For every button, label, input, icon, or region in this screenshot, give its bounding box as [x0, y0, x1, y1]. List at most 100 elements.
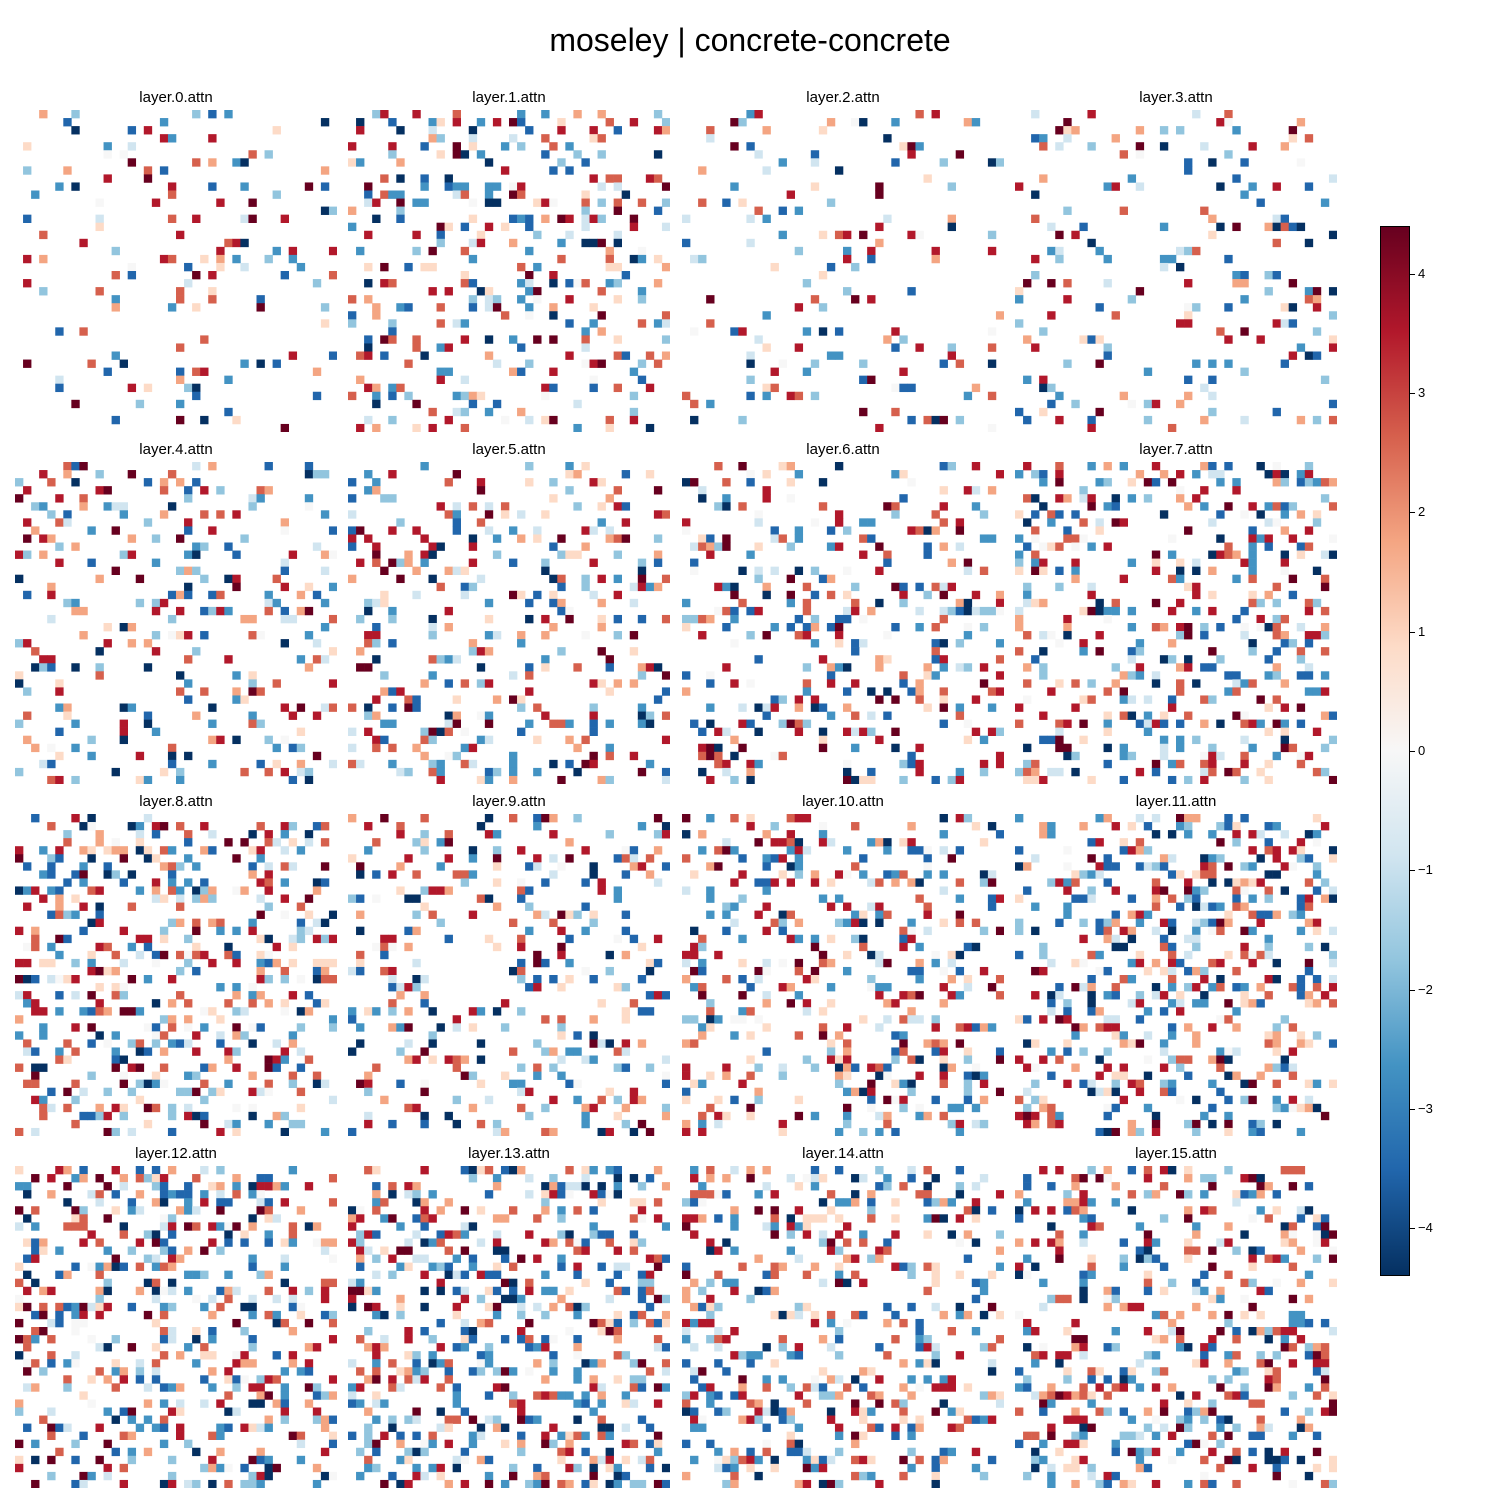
- heatmap-cell: [1208, 830, 1217, 839]
- heatmap-cell: [224, 1286, 233, 1296]
- heatmap-cell: [103, 1214, 112, 1223]
- heatmap-cell: [176, 1039, 185, 1048]
- heatmap-cell: [581, 190, 590, 199]
- heatmap-cell: [1039, 502, 1048, 511]
- heatmap-cell: [484, 934, 494, 944]
- heatmap-cell: [1151, 558, 1161, 567]
- heatmap-cell: [492, 1182, 502, 1191]
- heatmap-cell: [613, 614, 622, 624]
- heatmap-cell: [1312, 566, 1322, 575]
- heatmap-cell: [738, 743, 747, 753]
- heatmap-cell: [794, 343, 804, 352]
- heatmap-cell: [372, 743, 381, 753]
- heatmap-cell: [939, 983, 948, 992]
- heatmap-cell: [875, 991, 884, 1000]
- heatmap-cell: [95, 1007, 104, 1016]
- heatmap-cell: [1159, 966, 1169, 976]
- heatmap-cell: [834, 327, 844, 336]
- heatmap-cell: [1095, 870, 1104, 879]
- heatmap-cell: [1095, 647, 1104, 656]
- heatmap-cell: [690, 478, 699, 487]
- heatmap-cell: [923, 1039, 932, 1048]
- heatmap-cell: [1127, 958, 1137, 968]
- heatmap-cell: [794, 846, 804, 855]
- heatmap-cell: [412, 1182, 421, 1191]
- heatmap-cell: [1079, 647, 1088, 656]
- heatmap-cell: [722, 910, 731, 919]
- heatmap-cell: [328, 206, 337, 215]
- heatmap-cell: [288, 934, 298, 944]
- heatmap-cell: [557, 214, 566, 223]
- heatmap-cell: [111, 1127, 120, 1136]
- heatmap-cell: [1320, 606, 1330, 616]
- heatmap-cell: [296, 975, 306, 984]
- heatmap-cell: [159, 862, 169, 871]
- heatmap-cell: [151, 854, 161, 863]
- heatmap-cell: [923, 590, 932, 600]
- heatmap-cell: [794, 703, 804, 712]
- heatmap-cell: [127, 1007, 137, 1016]
- heatmap-cell: [127, 158, 137, 167]
- heatmap-cell: [613, 1351, 622, 1360]
- heatmap-cell: [404, 983, 413, 992]
- heatmap-cell: [372, 942, 381, 952]
- heatmap-cell: [364, 1407, 373, 1416]
- heatmap-cell: [963, 1095, 973, 1105]
- heatmap-cell: [875, 910, 884, 919]
- heatmap-cell: [621, 1262, 631, 1271]
- heatmap-cell: [232, 1127, 241, 1136]
- heatmap-cell: [1127, 174, 1137, 183]
- heatmap-cell: [143, 1447, 153, 1457]
- heatmap-cell: [372, 735, 381, 745]
- heatmap-cell: [661, 335, 670, 344]
- heatmap-cell: [597, 1327, 606, 1336]
- heatmap-cell: [517, 1294, 526, 1304]
- heatmap-cell: [549, 367, 558, 376]
- heatmap-cell: [200, 687, 209, 696]
- heatmap-cell: [380, 566, 389, 575]
- heatmap-cell: [533, 295, 542, 304]
- heatmap-cell: [738, 198, 747, 207]
- heatmap-cell: [1063, 534, 1072, 543]
- heatmap-cell: [412, 910, 421, 919]
- heatmap-cell: [47, 614, 56, 624]
- heatmap-cell: [184, 1479, 193, 1488]
- heatmap-cell: [264, 1463, 273, 1473]
- heatmap-cell: [264, 1286, 273, 1296]
- heatmap-cell: [372, 1399, 381, 1408]
- heatmap-cell: [1143, 910, 1153, 919]
- heatmap-cell: [1216, 623, 1225, 632]
- heatmap-cell: [589, 727, 598, 736]
- heatmap-cell: [899, 1031, 908, 1040]
- heatmap-cell: [143, 814, 153, 823]
- heatmap-cell: [460, 1327, 470, 1336]
- heatmap-cell: [1015, 950, 1024, 960]
- heatmap-cell: [1272, 614, 1281, 624]
- heatmap-cell: [31, 1246, 40, 1255]
- heatmap-cell: [565, 295, 574, 304]
- heatmap-cell: [216, 1127, 225, 1136]
- heatmap-cell: [328, 1431, 337, 1440]
- heatmap-cell: [1232, 486, 1241, 495]
- heatmap-cell: [103, 1111, 112, 1121]
- heatmap-cell: [851, 582, 860, 592]
- heatmap-cell: [573, 502, 582, 511]
- heatmap-cell: [63, 470, 72, 479]
- heatmap-cell: [192, 271, 201, 280]
- heatmap-cell: [328, 582, 337, 592]
- heatmap-cell: [762, 886, 771, 895]
- heatmap-cell: [428, 1214, 437, 1223]
- heatmap-cell: [1095, 1023, 1104, 1032]
- heatmap-cell: [1103, 614, 1112, 624]
- heatmap-cell: [1320, 942, 1330, 952]
- heatmap-cell: [460, 566, 470, 575]
- heatmap-cell: [637, 319, 647, 328]
- heatmap-cell: [690, 542, 699, 551]
- heatmap-cell: [159, 478, 169, 487]
- heatmap-cell: [738, 1007, 747, 1016]
- heatmap-cell: [1184, 303, 1193, 312]
- heatmap-cell: [629, 999, 639, 1008]
- heatmap-cell: [754, 878, 763, 887]
- heatmap-cell: [320, 1286, 330, 1296]
- heatmap-cell: [127, 1127, 137, 1136]
